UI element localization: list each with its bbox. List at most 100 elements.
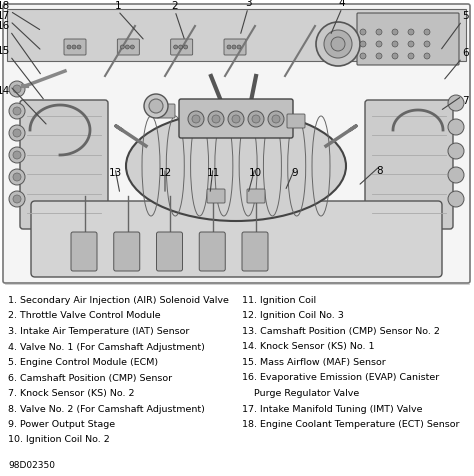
Circle shape [232, 115, 240, 123]
Circle shape [9, 191, 25, 207]
Text: 13. Camshaft Position (CMP) Sensor No. 2: 13. Camshaft Position (CMP) Sensor No. 2 [242, 327, 440, 336]
Circle shape [448, 143, 464, 159]
Text: 14: 14 [0, 86, 10, 96]
FancyBboxPatch shape [171, 39, 192, 55]
Text: 17. Intake Manifold Tuning (IMT) Valve: 17. Intake Manifold Tuning (IMT) Valve [242, 405, 422, 414]
Circle shape [248, 111, 264, 127]
Circle shape [9, 147, 25, 163]
FancyBboxPatch shape [114, 232, 140, 271]
Text: 6. Camshaft Position (CMP) Sensor: 6. Camshaft Position (CMP) Sensor [8, 374, 172, 383]
Circle shape [13, 151, 21, 159]
Circle shape [227, 45, 231, 49]
FancyBboxPatch shape [179, 99, 293, 138]
Circle shape [188, 111, 204, 127]
Circle shape [208, 111, 224, 127]
Text: Purge Regulator Valve: Purge Regulator Valve [242, 389, 359, 398]
Circle shape [448, 119, 464, 135]
Text: 7. Knock Sensor (KS) No. 2: 7. Knock Sensor (KS) No. 2 [8, 389, 135, 398]
Text: 12. Ignition Coil No. 3: 12. Ignition Coil No. 3 [242, 311, 344, 320]
Circle shape [125, 45, 129, 49]
FancyBboxPatch shape [71, 232, 97, 271]
Circle shape [237, 45, 241, 49]
Circle shape [424, 41, 430, 47]
Text: 5. Engine Control Module (ECM): 5. Engine Control Module (ECM) [8, 358, 158, 367]
Text: 8: 8 [377, 166, 383, 176]
Circle shape [173, 45, 178, 49]
Circle shape [232, 45, 236, 49]
FancyBboxPatch shape [3, 4, 470, 283]
Text: 13: 13 [109, 168, 122, 178]
Text: 14. Knock Sensor (KS) No. 1: 14. Knock Sensor (KS) No. 1 [242, 343, 374, 351]
Circle shape [13, 107, 21, 115]
Text: 4. Valve No. 1 (For Camshaft Adjustment): 4. Valve No. 1 (For Camshaft Adjustment) [8, 343, 205, 351]
Text: 16: 16 [0, 21, 10, 31]
Text: 8. Valve No. 2 (For Camshaft Adjustment): 8. Valve No. 2 (For Camshaft Adjustment) [8, 405, 205, 414]
Text: 3. Intake Air Temperature (IAT) Sensor: 3. Intake Air Temperature (IAT) Sensor [8, 327, 190, 336]
FancyBboxPatch shape [156, 232, 182, 271]
Circle shape [392, 41, 398, 47]
Circle shape [72, 45, 76, 49]
Circle shape [448, 95, 464, 111]
Circle shape [67, 45, 71, 49]
Circle shape [424, 53, 430, 59]
FancyBboxPatch shape [247, 189, 265, 203]
Text: 11. Ignition Coil: 11. Ignition Coil [242, 296, 316, 305]
Text: 6: 6 [462, 48, 469, 58]
FancyBboxPatch shape [365, 100, 453, 229]
Circle shape [179, 45, 182, 49]
Circle shape [212, 115, 220, 123]
Text: 2. Throttle Valve Control Module: 2. Throttle Valve Control Module [8, 311, 161, 320]
Circle shape [316, 22, 360, 66]
Text: 11: 11 [206, 168, 219, 178]
Circle shape [408, 53, 414, 59]
Circle shape [120, 45, 124, 49]
Text: 9. Power Output Stage: 9. Power Output Stage [8, 420, 115, 429]
Circle shape [392, 53, 398, 59]
Text: 15. Mass Airflow (MAF) Sensor: 15. Mass Airflow (MAF) Sensor [242, 358, 386, 367]
FancyBboxPatch shape [224, 39, 246, 55]
Circle shape [376, 53, 382, 59]
Circle shape [228, 111, 244, 127]
FancyBboxPatch shape [242, 232, 268, 271]
Circle shape [360, 29, 366, 35]
Circle shape [272, 115, 280, 123]
Text: 17: 17 [0, 11, 10, 21]
Text: 10. Ignition Coil No. 2: 10. Ignition Coil No. 2 [8, 436, 110, 445]
Text: 7: 7 [462, 96, 469, 106]
Circle shape [9, 169, 25, 185]
Circle shape [13, 85, 21, 93]
Circle shape [331, 37, 345, 51]
Circle shape [13, 195, 21, 203]
Circle shape [376, 41, 382, 47]
Circle shape [424, 29, 430, 35]
Text: 10: 10 [248, 168, 262, 178]
Circle shape [360, 41, 366, 47]
Circle shape [130, 45, 134, 49]
Text: 2: 2 [172, 1, 178, 11]
Text: 98D02350: 98D02350 [8, 461, 55, 470]
Text: 1: 1 [115, 1, 121, 11]
Circle shape [360, 53, 366, 59]
Text: 12: 12 [158, 168, 172, 178]
Text: 1. Secondary Air Injection (AIR) Solenoid Valve: 1. Secondary Air Injection (AIR) Solenoi… [8, 296, 229, 305]
FancyBboxPatch shape [31, 201, 442, 277]
Circle shape [408, 41, 414, 47]
Text: 4: 4 [339, 0, 346, 8]
FancyBboxPatch shape [64, 39, 86, 55]
FancyBboxPatch shape [20, 100, 108, 229]
FancyBboxPatch shape [157, 104, 175, 118]
Circle shape [13, 173, 21, 181]
Circle shape [392, 29, 398, 35]
Circle shape [183, 45, 188, 49]
Circle shape [448, 191, 464, 207]
Circle shape [144, 94, 168, 118]
Circle shape [77, 45, 81, 49]
Text: 18. Engine Coolant Temperature (ECT) Sensor: 18. Engine Coolant Temperature (ECT) Sen… [242, 420, 459, 429]
Circle shape [192, 115, 200, 123]
Circle shape [252, 115, 260, 123]
FancyBboxPatch shape [199, 232, 225, 271]
Circle shape [324, 30, 352, 58]
FancyBboxPatch shape [207, 189, 225, 203]
Circle shape [376, 29, 382, 35]
Circle shape [9, 125, 25, 141]
